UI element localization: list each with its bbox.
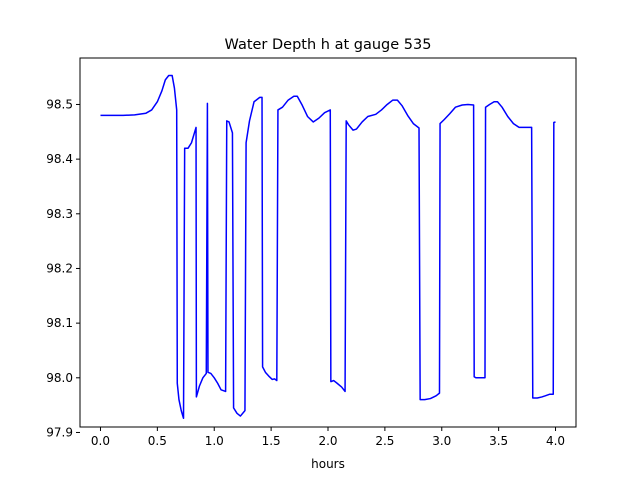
y-tick-label: 98.3 bbox=[46, 207, 73, 221]
series-line-0 bbox=[100, 74, 556, 419]
x-axis: 0.0 0.5 1.0 1.5 2.0 2.5 3.0 3.5 4.0 bbox=[91, 427, 565, 448]
y-tick-label: 98.5 bbox=[46, 97, 73, 111]
chart-title: Water Depth h at gauge 535 bbox=[225, 37, 432, 53]
y-axis: 97.9 98.0 98.1 98.2 98.3 98.4 98.5 bbox=[46, 97, 80, 439]
y-tick-label: 98.4 bbox=[46, 152, 73, 166]
x-tick-label: 1.0 bbox=[205, 434, 224, 448]
x-axis-label: hours bbox=[311, 457, 345, 471]
x-tick-label: 3.5 bbox=[489, 434, 508, 448]
x-tick-label: 0.5 bbox=[148, 434, 167, 448]
plot-area bbox=[100, 74, 556, 419]
plot-frame bbox=[79, 57, 577, 428]
x-tick-label: 0.0 bbox=[91, 434, 110, 448]
x-tick-label: 2.0 bbox=[318, 434, 337, 448]
y-tick-label: 98.0 bbox=[46, 371, 73, 385]
y-tick-label: 98.2 bbox=[46, 261, 73, 275]
y-tick-label: 97.9 bbox=[46, 425, 73, 439]
x-tick-label: 3.0 bbox=[432, 434, 451, 448]
x-tick-label: 4.0 bbox=[546, 434, 565, 448]
x-tick-label: 2.5 bbox=[375, 434, 394, 448]
y-tick-label: 98.1 bbox=[46, 316, 73, 330]
x-tick-label: 1.5 bbox=[262, 434, 281, 448]
